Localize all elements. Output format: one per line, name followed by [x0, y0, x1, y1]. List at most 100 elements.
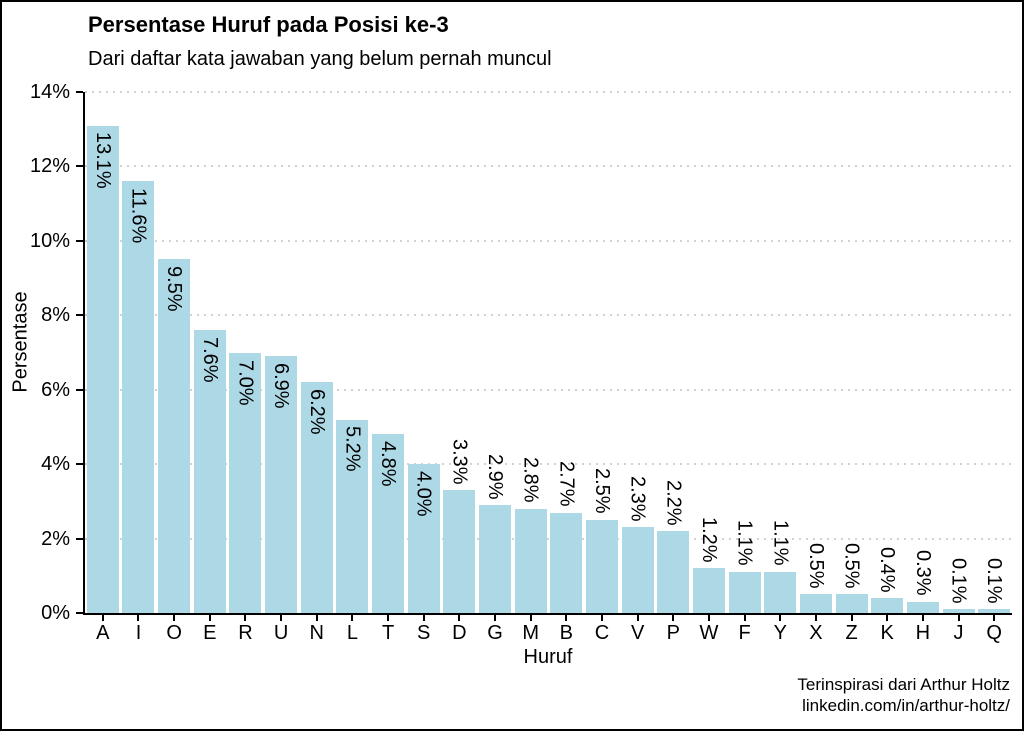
gridline	[85, 388, 1012, 391]
x-tick-mark	[280, 615, 283, 621]
bar-label-V: 2.3%	[626, 475, 649, 522]
bar-Q	[978, 609, 1011, 613]
y-tick-mark	[76, 165, 83, 168]
bar-label-S: 4.0%	[412, 471, 435, 517]
bar-label-Z: 0.5%	[840, 542, 863, 589]
x-tick-mark	[208, 615, 211, 621]
x-tick-label-M: M	[522, 622, 539, 644]
x-tick-mark	[672, 615, 675, 621]
x-tick-mark	[422, 615, 425, 621]
bar-label-P: 2.2%	[662, 479, 685, 526]
chart-subtitle: Dari daftar kata jawaban yang belum pern…	[88, 48, 552, 70]
caption-line2: linkedin.com/in/arthur-holtz/	[802, 696, 1010, 715]
x-tick-mark	[600, 615, 603, 621]
x-tick-label-X: X	[809, 622, 823, 644]
y-tick-label-12%: 12%	[29, 155, 70, 178]
bar-label-I: 11.6%	[127, 188, 150, 244]
x-tick-mark	[244, 615, 247, 621]
x-tick-label-H: H	[915, 622, 931, 644]
y-tick-mark	[76, 91, 83, 93]
y-tick-label-2%: 2%	[41, 527, 70, 550]
x-tick-label-P: P	[666, 622, 680, 644]
bar-U	[265, 356, 298, 613]
x-tick-label-N: N	[309, 622, 324, 644]
bar-I	[122, 181, 155, 613]
bar-label-R: 7.0%	[234, 359, 257, 406]
x-tick-mark	[458, 615, 461, 621]
x-tick-mark	[636, 615, 639, 621]
x-tick-label-V: V	[630, 622, 645, 644]
x-tick-mark	[886, 615, 889, 621]
x-tick-mark	[137, 615, 140, 621]
bar-W	[692, 568, 725, 613]
y-tick-mark	[76, 612, 83, 614]
bar-label-Q: 0.1%	[983, 557, 1006, 604]
bar-label-W: 1.2%	[697, 516, 720, 563]
y-tick-mark	[76, 537, 83, 540]
x-tick-label-C: C	[594, 622, 610, 644]
x-tick-label-Z: Z	[845, 622, 858, 644]
x-tick-label-B: B	[559, 622, 573, 644]
bar-A	[86, 125, 119, 613]
bar-Z	[835, 594, 868, 613]
x-tick-label-Y: Y	[773, 622, 787, 644]
bar-C	[585, 519, 618, 613]
plot-area: 13.1% 11.6% 9.5% 7.6% 7.0% 6.9% 6.2% 5.2% 4.8% 4.…	[85, 91, 1012, 613]
bar-label-M: 2.8%	[519, 457, 542, 503]
x-tick-mark	[529, 615, 532, 621]
y-tick-label-8%: 8%	[41, 304, 70, 327]
y-tick-label-6%: 6%	[41, 378, 70, 401]
y-axis-line	[83, 92, 85, 615]
bar-S	[407, 464, 440, 613]
x-tick-mark	[351, 615, 354, 621]
bar-Y	[764, 572, 797, 613]
x-tick-mark	[921, 615, 924, 621]
bar-label-B: 2.7%	[555, 460, 578, 507]
bar-B	[550, 512, 583, 613]
bar-label-J: 0.1%	[947, 557, 970, 604]
x-tick-label-A: A	[96, 622, 110, 644]
x-tick-label-G: G	[487, 622, 503, 644]
bar-label-X: 0.5%	[804, 542, 827, 589]
caption: Terinspirasi dari Arthur Holtz linkedin.…	[797, 674, 1010, 716]
x-tick-mark	[743, 615, 746, 621]
bar-label-O: 9.5%	[163, 266, 186, 313]
x-tick-mark	[993, 615, 996, 621]
bar-M	[514, 508, 547, 613]
x-tick-label-S: S	[417, 622, 431, 644]
x-tick-mark	[565, 615, 568, 621]
bar-T	[372, 434, 405, 613]
x-axis-line	[83, 613, 1012, 615]
x-tick-mark	[957, 615, 960, 621]
bar-V	[621, 527, 654, 613]
bar-label-K: 0.4%	[876, 546, 899, 593]
x-tick-label-R: R	[238, 622, 253, 644]
bar-E	[193, 330, 226, 613]
gridline	[85, 91, 1012, 93]
x-tick-label-F: F	[738, 622, 751, 644]
bar-label-C: 2.5%	[590, 468, 613, 514]
bar-O	[158, 259, 191, 613]
bar-label-A: 13.1%	[91, 132, 114, 190]
x-tick-mark	[173, 615, 176, 621]
bar-label-E: 7.6%	[198, 337, 221, 383]
bar-label-L: 5.2%	[341, 426, 364, 473]
gridline	[85, 165, 1012, 168]
y-tick-mark	[76, 463, 83, 466]
bar-J	[942, 609, 975, 613]
x-tick-mark	[707, 615, 710, 621]
x-tick-mark	[814, 615, 817, 621]
x-tick-label-E: E	[203, 622, 217, 644]
bar-label-Y: 1.1%	[769, 520, 792, 567]
x-tick-label-W: W	[699, 622, 719, 644]
bar-label-G: 2.9%	[484, 453, 507, 500]
gridline	[85, 537, 1012, 540]
bar-L	[336, 419, 369, 613]
bar-P	[657, 531, 690, 613]
y-tick-label-14%: 14%	[29, 81, 70, 103]
x-tick-label-Q: Q	[986, 622, 1002, 644]
x-tick-label-O: O	[166, 622, 182, 644]
x-tick-label-K: K	[880, 622, 894, 644]
y-tick-mark	[76, 239, 83, 242]
